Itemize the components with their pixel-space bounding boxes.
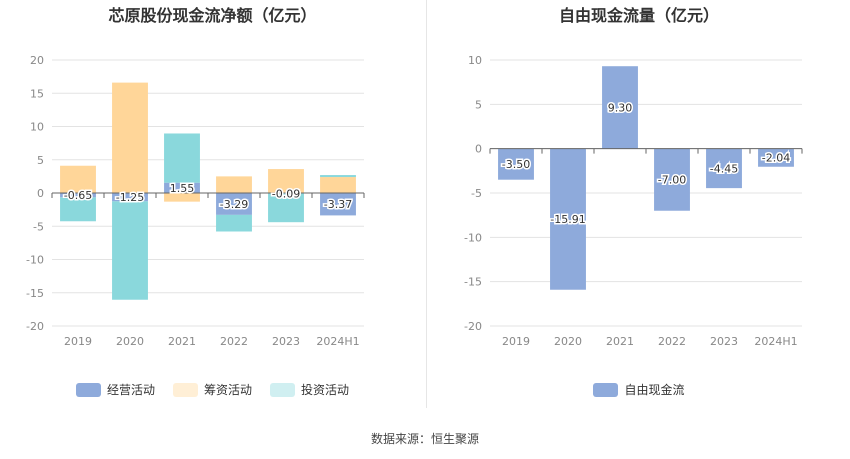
- x-category-label: 2021: [606, 335, 634, 348]
- y-tick-label: -20: [26, 320, 44, 333]
- legend-item[interactable]: 筹资活动: [172, 381, 252, 398]
- bar-投资活动-2019: [60, 197, 96, 222]
- bar-筹资活动-2019: [60, 165, 96, 193]
- x-category-label: 2019: [502, 335, 530, 348]
- y-tick-label: 5: [37, 154, 44, 167]
- x-category-label: 2020: [116, 335, 144, 348]
- data-label: -3.29: [220, 198, 248, 211]
- legend-swatch: [270, 382, 295, 397]
- bar-经营活动-2019: [60, 193, 96, 198]
- bar-自由现金流-2019: [498, 148, 534, 180]
- right-chart-panel: 自由现金流量（亿元） 10 5 0 -5 -10 -15 -20 -3.50 -15.91 9.3…: [428, 0, 850, 420]
- bar-经营活动-2024H1: [320, 193, 356, 216]
- bar-自由现金流-2020: [550, 148, 586, 290]
- y-tick-label: 0: [37, 187, 44, 200]
- left-chart-panel: 芯原股份现金流净额（亿元） 20 15 10 5 0 -5 -10 -15 -20 -0.65 -1…: [0, 0, 425, 420]
- x-category-label: 2022: [220, 335, 248, 348]
- x-category-label: 2019: [64, 335, 92, 348]
- legend-item[interactable]: 投资活动: [270, 381, 349, 398]
- bar-经营活动-2022: [216, 193, 252, 215]
- right-chart-svg: 10 5 0 -5 -10 -15 -20 -3.50 -15.91 9.30 -7.00 -4.45…: [464, 54, 803, 348]
- left-chart-legend: 经营活动 筹资活动 投资活动: [0, 381, 425, 398]
- data-label: -0.65: [64, 189, 92, 202]
- bar-筹资活动-2020: [112, 82, 148, 193]
- x-category-label: 2024H1: [316, 335, 359, 348]
- data-label: -0.09: [272, 187, 300, 200]
- bar-自由现金流-2021: [602, 66, 638, 149]
- data-label: -1.25: [116, 191, 144, 204]
- data-source-note: 数据来源：恒生聚源: [370, 432, 479, 446]
- legend-swatch: [593, 382, 619, 397]
- y-tick-label: 20: [30, 54, 44, 67]
- y-tick-label: -10: [464, 231, 482, 244]
- legend-item[interactable]: 自由现金流: [593, 381, 685, 398]
- data-label: 1.55: [170, 182, 195, 195]
- legend-label: 经营活动: [106, 383, 155, 397]
- bar-投资活动-2022: [216, 214, 252, 232]
- bar-筹资活动-2021: [164, 193, 200, 202]
- bar-自由现金流-2024H1: [758, 148, 794, 167]
- bar-经营活动-2020: [112, 193, 148, 202]
- data-label: -2.04: [762, 152, 790, 165]
- data-label: -3.37: [324, 198, 352, 211]
- data-label: -7.00: [658, 174, 686, 187]
- bar-投资活动-2023: [268, 193, 304, 223]
- data-label: -3.50: [502, 158, 530, 171]
- bar-投资活动-2020: [112, 201, 148, 300]
- y-tick-label: 15: [30, 87, 44, 100]
- x-category-label: 2023: [272, 335, 300, 348]
- y-tick-label: -15: [464, 276, 482, 289]
- x-category-label: 2024H1: [754, 335, 797, 348]
- bar-筹资活动-2023: [268, 169, 304, 193]
- y-tick-label: -15: [26, 287, 44, 300]
- legend-label: 筹资活动: [203, 383, 252, 397]
- y-tick-label: -5: [471, 187, 482, 200]
- x-category-label: 2022: [658, 335, 686, 348]
- right-chart-title: 自由现金流量（亿元）: [558, 6, 719, 25]
- legend-swatch: [172, 382, 198, 397]
- bar-自由现金流-2023: [706, 148, 742, 189]
- bar-自由现金流-2022: [654, 148, 690, 211]
- x-category-label: 2020: [554, 335, 582, 348]
- legend-item[interactable]: 经营活动: [75, 381, 155, 398]
- legend-label: 自由现金流: [624, 383, 685, 397]
- data-label: -15.91: [550, 213, 585, 226]
- x-category-label: 2023: [710, 335, 738, 348]
- bar-筹资活动-2022: [216, 176, 252, 193]
- legend-label: 投资活动: [301, 383, 350, 397]
- bar-筹资活动-2024H1: [320, 177, 356, 193]
- bar-经营活动-2021: [164, 182, 200, 193]
- left-chart-svg: 20 15 10 5 0 -5 -10 -15 -20 -0.65 -1.25 1.55 -3.29 -0…: [26, 54, 365, 348]
- y-tick-label: 10: [30, 121, 44, 134]
- legend-swatch: [75, 382, 101, 397]
- left-chart-title: 芯原股份现金流净额（亿元）: [108, 6, 317, 25]
- y-tick-label: -5: [33, 220, 44, 233]
- panel-divider: [426, 0, 427, 408]
- data-label: -4.45: [710, 162, 738, 175]
- y-tick-label: 0: [475, 143, 482, 156]
- x-category-label: 2021: [168, 335, 196, 348]
- y-tick-label: 5: [475, 98, 482, 111]
- y-tick-label: 10: [468, 54, 482, 67]
- bar-投资活动-2021: [164, 133, 200, 183]
- y-tick-label: -10: [26, 254, 44, 267]
- y-tick-label: -20: [464, 320, 482, 333]
- data-label: 9.30: [608, 101, 633, 114]
- bar-投资活动-2024H1: [320, 175, 356, 178]
- right-chart-legend: 自由现金流: [428, 381, 850, 398]
